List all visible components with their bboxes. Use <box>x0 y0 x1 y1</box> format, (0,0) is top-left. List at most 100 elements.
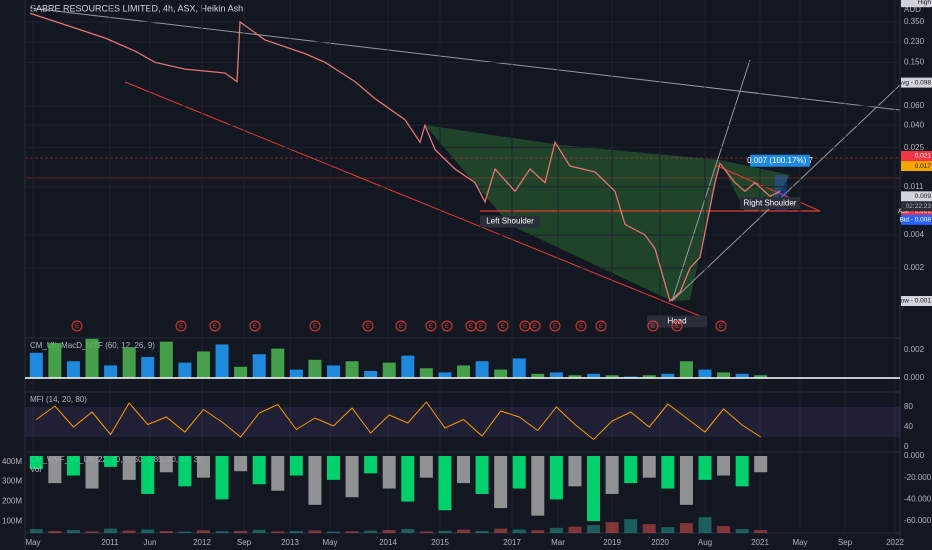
bar <box>104 456 118 467</box>
bar <box>141 357 155 379</box>
earnings-label: E <box>429 324 433 330</box>
bar <box>234 530 248 533</box>
price-line <box>29 12 781 303</box>
y-tick-label: 0.150 <box>904 57 925 66</box>
price-label-box <box>901 77 932 88</box>
y-tick-label: 0.004 <box>904 230 925 239</box>
bar <box>531 530 545 533</box>
x-tick-label: May <box>25 538 40 547</box>
bar <box>66 361 80 379</box>
bar <box>717 456 731 476</box>
y-tick-label: 0.000 <box>904 451 925 460</box>
bar <box>698 517 712 533</box>
price-label-box <box>901 296 932 307</box>
bar <box>104 365 118 379</box>
bar <box>215 456 229 500</box>
earnings-label: E <box>553 324 557 330</box>
earnings-marker <box>362 320 374 332</box>
bar <box>698 369 712 379</box>
earnings-label: E <box>75 324 79 330</box>
bar <box>717 372 731 379</box>
bar <box>308 456 322 505</box>
earnings-label: E <box>479 324 483 330</box>
y-tick-label: 0 <box>904 442 909 451</box>
bar <box>624 519 638 533</box>
x-tick-label: Mar <box>551 538 565 547</box>
bar <box>289 531 303 533</box>
earnings-label: E <box>366 324 370 330</box>
bar <box>568 456 582 487</box>
bar <box>29 529 43 533</box>
x-tick-label: 2012 <box>193 538 211 547</box>
bar <box>178 456 192 487</box>
earnings-label: E <box>599 324 603 330</box>
annotation-box <box>480 215 540 228</box>
bar <box>345 531 359 533</box>
bar <box>661 527 675 533</box>
bar <box>549 527 563 533</box>
bar <box>326 365 340 379</box>
countdown-box <box>901 201 932 212</box>
earnings-label: E <box>579 324 583 330</box>
bar <box>252 354 266 379</box>
x-tick-label: 2011 <box>101 538 119 547</box>
price-label-box <box>901 0 932 8</box>
earnings-marker <box>575 320 587 332</box>
bar <box>754 530 768 533</box>
bar <box>271 348 285 379</box>
currency: AUD <box>904 5 921 14</box>
bar <box>159 531 173 533</box>
bar <box>29 456 43 470</box>
bar <box>419 368 433 379</box>
bar <box>234 456 248 472</box>
price-label: Bid - 0.008 <box>900 217 932 224</box>
bar <box>512 456 526 489</box>
y-tick-label: 0.025 <box>904 143 925 152</box>
y-tick-label: -40.000 <box>904 494 932 503</box>
earnings-marker <box>249 320 261 332</box>
bar <box>271 531 285 533</box>
y-tick-label: -60.000 <box>904 516 932 525</box>
y-tick-label: 0.350 <box>904 17 925 26</box>
earnings-label: E <box>523 324 527 330</box>
bar <box>159 341 173 379</box>
annotation: Left Shoulder <box>486 217 534 226</box>
y-tick-label: 0.002 <box>904 345 925 354</box>
bar <box>754 456 768 473</box>
x-tick-label: May <box>322 538 337 547</box>
earnings-label: E <box>501 324 505 330</box>
bar <box>364 456 378 474</box>
y-tick-label: 0.230 <box>904 37 925 46</box>
bar <box>587 525 601 533</box>
bar <box>48 531 62 533</box>
band <box>25 407 900 437</box>
earnings-marker <box>395 320 407 332</box>
x-tick-label: Aug <box>698 538 712 547</box>
price-label: 0.021 <box>915 153 932 160</box>
price-label-box <box>901 214 932 225</box>
x-tick-label: 2015 <box>431 538 449 547</box>
y-tick-label: -20.000 <box>904 473 932 482</box>
earnings-marker <box>425 320 437 332</box>
y-tick-label: 0.002 <box>904 263 925 272</box>
bar <box>531 456 545 516</box>
bar <box>326 531 340 533</box>
y-tick-label: 300M <box>2 477 22 486</box>
x-tick-label: Sep <box>237 538 252 547</box>
earnings-marker <box>497 320 509 332</box>
price-label: 0.009 <box>915 193 932 200</box>
bar <box>29 352 43 379</box>
bar <box>345 361 359 379</box>
bar <box>549 456 563 500</box>
countdown: 02:22:23 <box>906 203 932 210</box>
price-label: High <box>918 0 932 6</box>
bar <box>679 523 693 533</box>
bar <box>754 375 768 379</box>
annotation-box <box>740 197 800 210</box>
bar <box>85 338 99 379</box>
bar <box>196 530 210 533</box>
bar <box>196 351 210 379</box>
bar <box>141 529 155 533</box>
x-tick-label: Jun <box>144 538 157 547</box>
